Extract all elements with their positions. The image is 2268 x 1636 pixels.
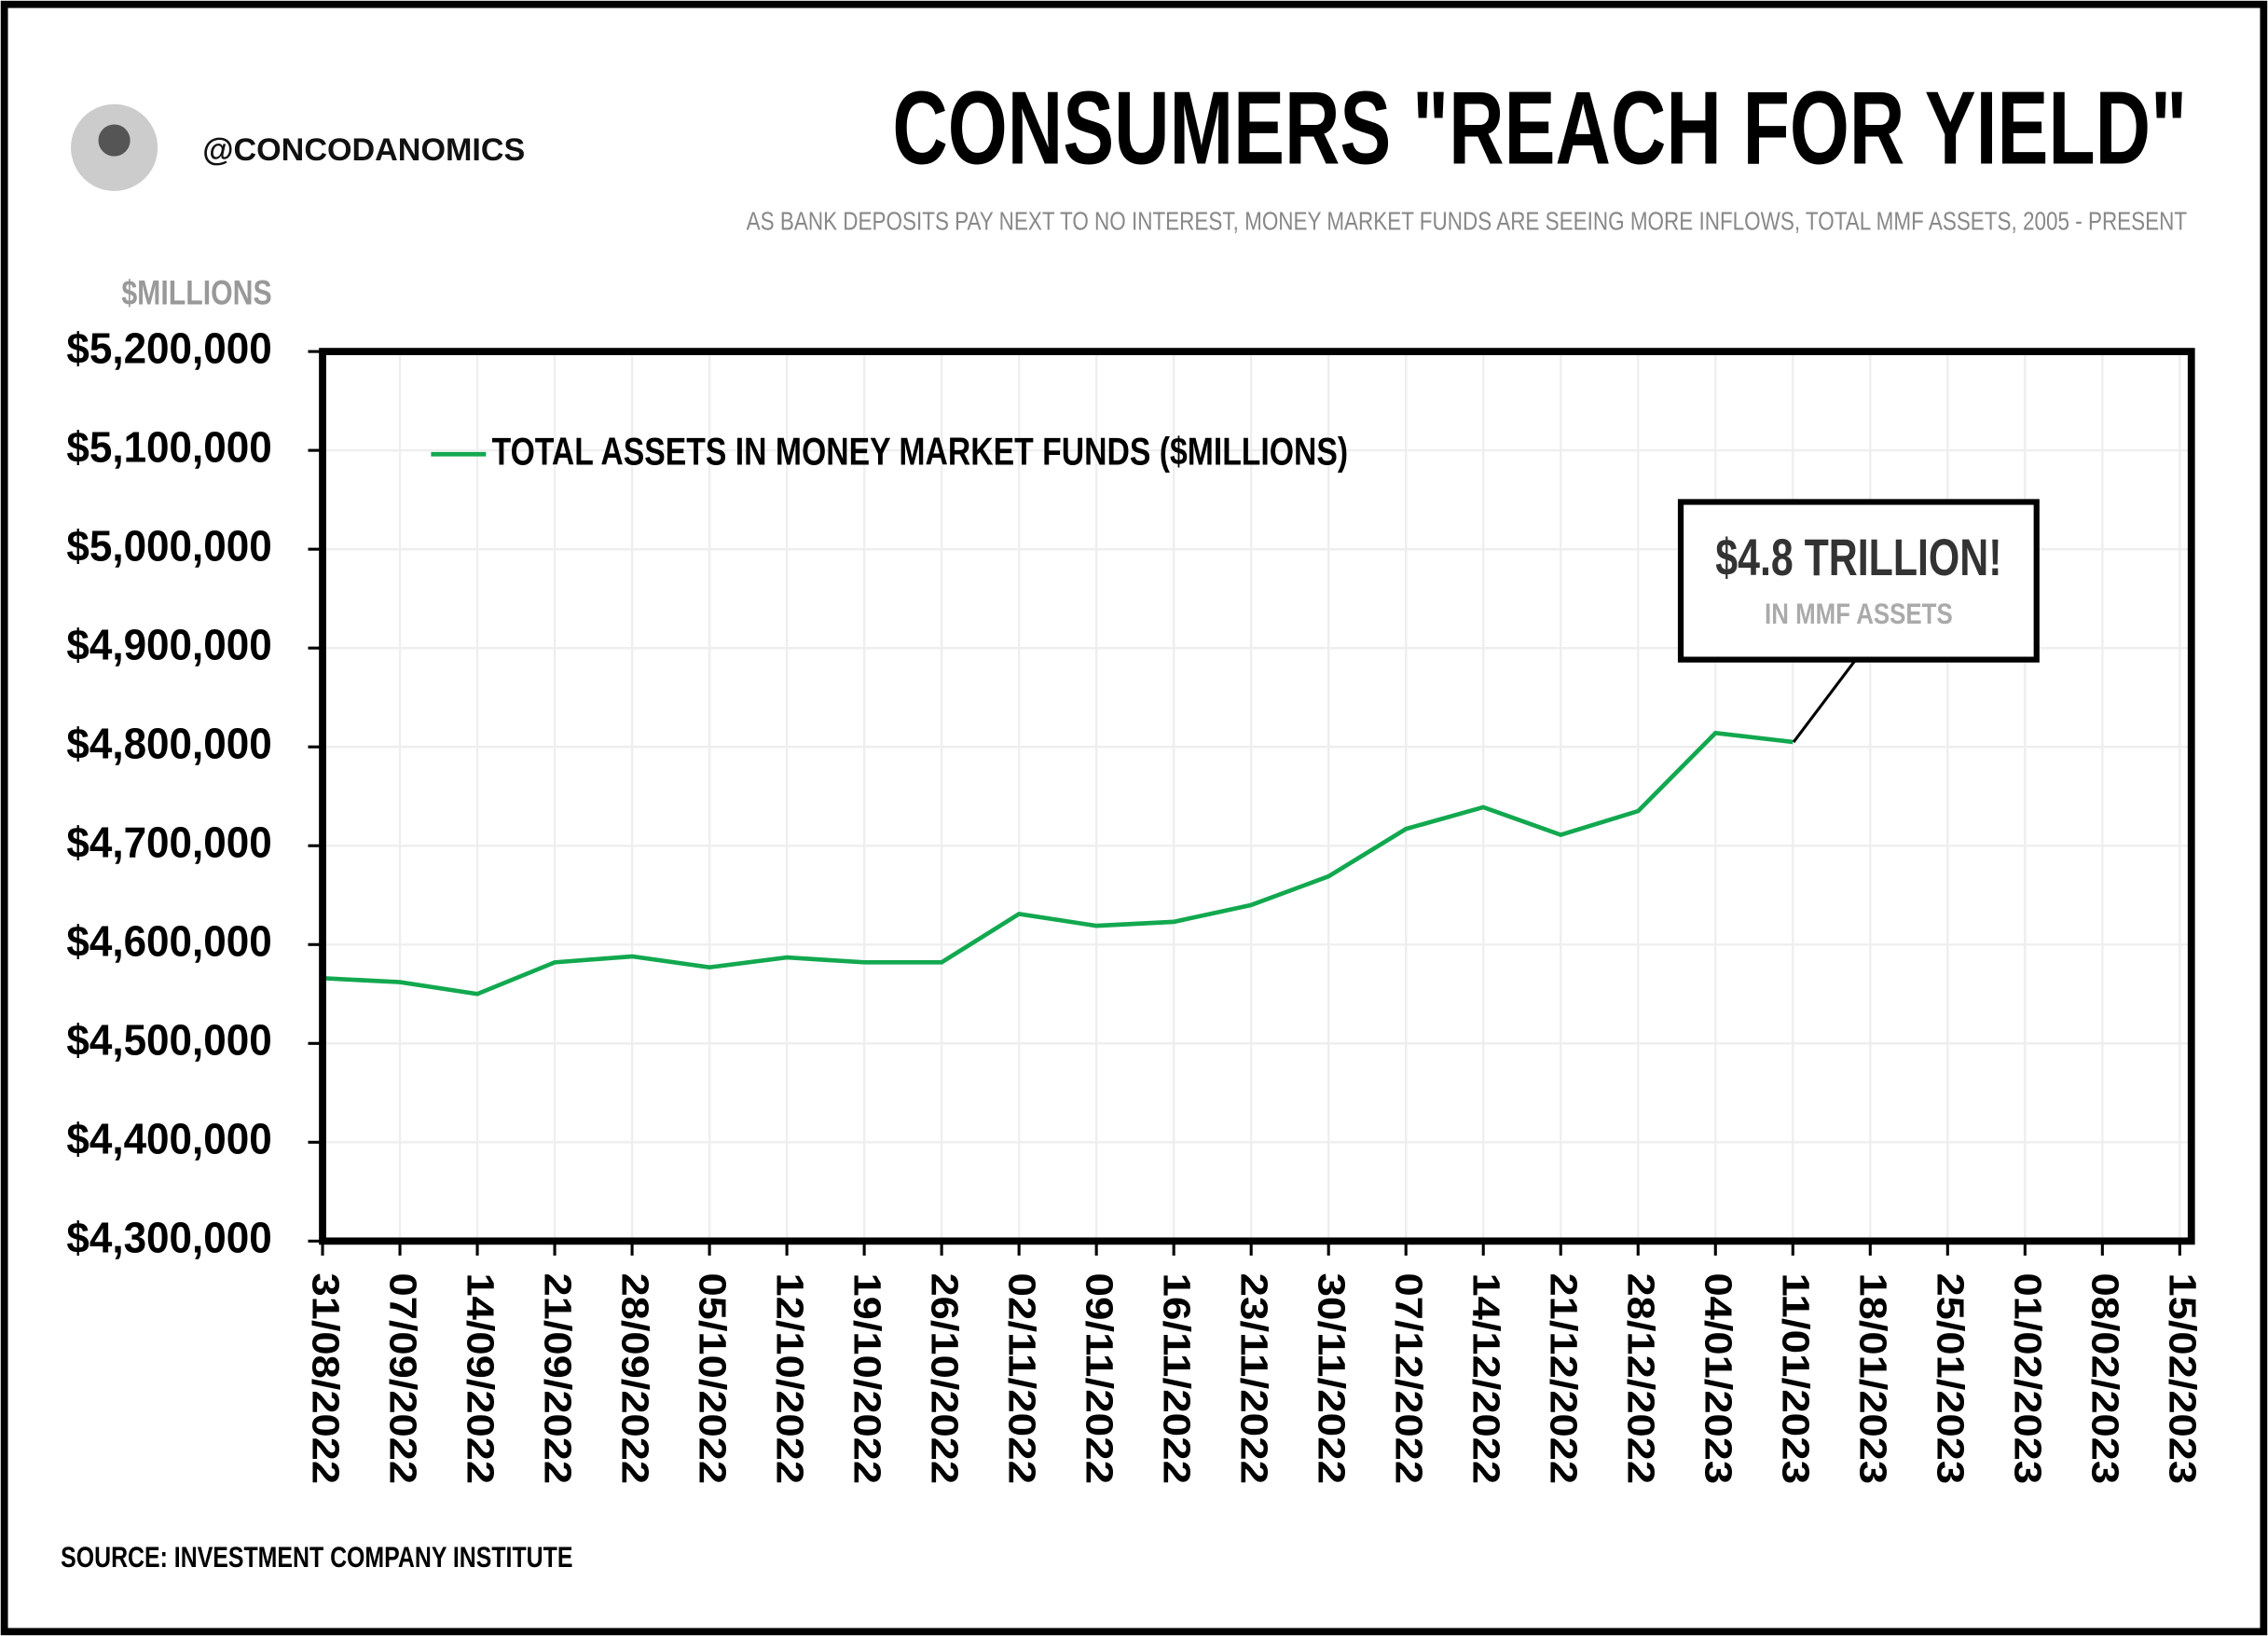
- avatar-head: [98, 124, 131, 157]
- chart-subtitle: AS BANK DEPOSITS PAY NEXT TO NO INTEREST…: [747, 206, 2187, 235]
- x-tick-label: 26/10/2022: [923, 1272, 966, 1484]
- x-tick-label: 11/01/2023: [1775, 1272, 1818, 1484]
- y-axis-label: $MILLIONS: [121, 272, 271, 311]
- y-tick-label: $4,500,000: [66, 1016, 271, 1065]
- x-tick-label: 15/02/2023: [2162, 1272, 2205, 1484]
- y-tick-label: $5,100,000: [66, 422, 271, 471]
- x-tick-label: 08/02/2023: [2084, 1272, 2127, 1484]
- x-tick-label: 28/09/2022: [613, 1272, 656, 1484]
- x-tick-label: 04/01/2023: [1698, 1272, 1740, 1484]
- x-tick-label: 05/10/2022: [691, 1272, 734, 1484]
- x-tick-label: 28/12/2022: [1620, 1272, 1663, 1484]
- x-tick-label: 21/09/2022: [536, 1272, 579, 1484]
- y-tick-label: $5,000,000: [66, 521, 271, 570]
- plot: $4,300,000 $4,400,000 $4,500,000 $4,600,000…: [66, 323, 2204, 1484]
- annotation-box: [1677, 499, 2040, 663]
- x-tick-label: 25/01/2023: [1930, 1272, 1972, 1484]
- y-tick-label: $4,400,000: [66, 1115, 271, 1163]
- x-tick-label: 30/11/2022: [1311, 1272, 1354, 1484]
- x-tick-label: 02/11/2022: [1000, 1272, 1043, 1484]
- x-tick-label: 12/10/2022: [768, 1272, 811, 1484]
- x-tick-label: 21/12/2022: [1543, 1272, 1586, 1484]
- x-tick-label: 23/11/2022: [1233, 1272, 1276, 1484]
- x-tick-label: 16/11/2022: [1156, 1272, 1199, 1484]
- y-tick-label: $4,700,000: [66, 818, 271, 867]
- series-line: [322, 730, 1794, 997]
- source: SOURCE: INVESTMENT COMPANY INSTITUTE: [61, 1541, 572, 1574]
- handle: @CONCODANOMICS: [202, 132, 525, 168]
- annotation-subtitle: IN MMF ASSETS: [1765, 598, 1953, 630]
- plot-frame: [319, 348, 2195, 1245]
- x-tick-label: 07/09/2022: [381, 1272, 424, 1484]
- x-tick-label: 19/10/2022: [845, 1272, 888, 1484]
- annotation-leader: [1792, 658, 1858, 743]
- annotation-title: $4.8 TRILLION!: [1715, 528, 2001, 586]
- legend-label: TOTAL ASSETS IN MONEY MARKET FUNDS ($MIL…: [492, 429, 1349, 473]
- x-tick-label: 09/11/2022: [1079, 1272, 1121, 1484]
- y-tick-label: $5,200,000: [66, 323, 271, 372]
- x-tick-label: 01/02/2023: [2007, 1272, 2050, 1484]
- x-tick-label: 31/08/2022: [304, 1272, 347, 1484]
- y-tick-label: $4,900,000: [66, 620, 271, 668]
- x-tick-label: 14/12/2022: [1465, 1272, 1508, 1484]
- chart-title: CONSUMERS "REACH FOR YIELD": [892, 69, 2187, 186]
- x-tick-label: 07/12/2022: [1388, 1272, 1431, 1484]
- x-tick-label: 18/01/2023: [1852, 1272, 1895, 1484]
- y-tick-label: $4,300,000: [66, 1214, 271, 1262]
- y-tick-label: $4,600,000: [66, 917, 271, 966]
- x-tick-label: 14/09/2022: [459, 1272, 502, 1484]
- y-tick-label: $4,800,000: [66, 720, 271, 768]
